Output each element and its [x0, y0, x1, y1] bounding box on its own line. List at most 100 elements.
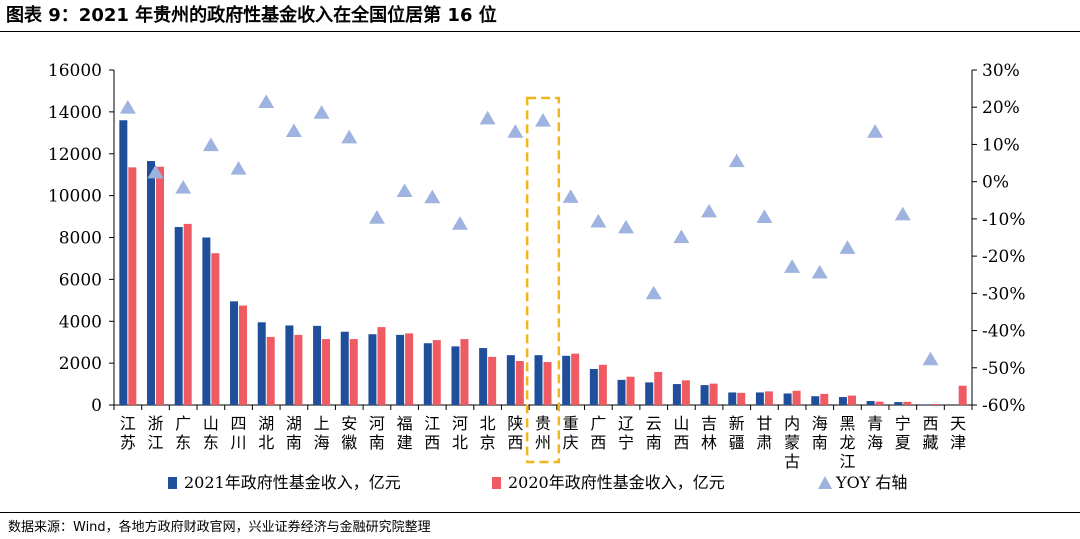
bar-2020 [820, 393, 829, 405]
category-label: 辽宁 [618, 414, 634, 452]
bar-2021 [866, 401, 875, 405]
yoy-point [368, 210, 385, 224]
bar-2020 [488, 356, 497, 405]
right-axis-tick-label: 10% [982, 135, 1020, 155]
right-axis-tick-label: -10% [982, 210, 1026, 230]
plot-area: 0 2000 4000 6000 8000 10000 12000 14000 16000 -60… [48, 61, 1026, 492]
yoy-point [728, 153, 745, 168]
bar-2021 [645, 382, 654, 405]
bar-2021 [921, 404, 930, 405]
category-label: 北京 [480, 414, 496, 452]
category-label: 河北 [452, 414, 468, 452]
yoy-point [894, 206, 911, 221]
bar-2020 [183, 223, 192, 405]
category-label: 河南 [369, 414, 385, 452]
yoy-point [756, 209, 773, 223]
legend-2020-swatch [492, 477, 501, 489]
category-label: 广西 [590, 414, 606, 452]
bar-2021 [811, 396, 820, 405]
legend-2020-label: 2020年政府性基金收入，亿元 [508, 473, 725, 492]
bar-2021 [202, 237, 211, 405]
bar-2020 [571, 353, 580, 405]
category-label: 浙江 [148, 414, 164, 452]
legend-2021-swatch [168, 477, 177, 489]
category-label: 山东 [203, 414, 219, 452]
bar-2020 [294, 334, 303, 405]
bar-2021 [423, 343, 432, 405]
bar-2021 [589, 368, 598, 405]
bar-2021 [672, 384, 681, 405]
bar-2021 [451, 346, 460, 405]
bar-2020 [460, 339, 469, 405]
bar-2020 [681, 380, 690, 405]
bar-2021 [506, 355, 515, 405]
bar-2021 [479, 348, 488, 405]
yoy-point [424, 189, 441, 204]
right-axis-tick-label: -30% [982, 284, 1026, 304]
bar-2020 [432, 340, 441, 405]
yoy-point [341, 129, 358, 144]
bar-2021 [174, 227, 183, 405]
bar-2020 [958, 385, 967, 405]
category-label: 黑龙江 [839, 414, 855, 471]
left-axis-tick-label: 16000 [48, 61, 102, 81]
yoy-point [285, 123, 302, 138]
yoy-point [451, 216, 468, 230]
bar-2020 [515, 361, 524, 405]
bar-2021 [396, 334, 405, 405]
yoy-point [922, 351, 939, 366]
bar-2020 [266, 336, 275, 405]
left-axis-tick-label: 12000 [48, 145, 102, 165]
category-label: 湖南 [286, 414, 302, 452]
bar-2020 [598, 364, 607, 405]
bar-2021 [700, 385, 709, 405]
bar-2020 [349, 339, 358, 405]
bar-2021 [119, 120, 128, 405]
yoy-point [867, 124, 884, 138]
bar-2021 [147, 161, 156, 405]
bar-2020 [128, 167, 137, 405]
yoy-point [645, 285, 662, 300]
bar-2021 [728, 392, 737, 405]
category-label: 宁夏 [895, 414, 911, 452]
yoy-point [562, 189, 579, 203]
bar-2020 [654, 371, 663, 405]
left-axis-tick-label: 6000 [59, 270, 102, 290]
left-axis-tick-label: 8000 [59, 229, 102, 249]
category-label: 云南 [646, 414, 662, 452]
bar-2021 [755, 392, 764, 405]
legend-yoy-label: YOY 右轴 [835, 473, 907, 492]
highlight-box [525, 96, 561, 464]
bar-2020 [875, 401, 884, 405]
right-axis-tick-label: -40% [982, 322, 1026, 342]
bar-2020 [847, 395, 856, 405]
category-label: 青海 [867, 414, 883, 452]
category-label: 广东 [175, 414, 191, 452]
right-axis-tick-label: 20% [982, 98, 1020, 118]
category-label: 新疆 [729, 414, 745, 452]
bar-2020 [543, 362, 552, 405]
page-title: 图表 9：2021 年贵州的政府性基金收入在全国位居第 16 位 [6, 5, 497, 26]
yoy-point [839, 240, 856, 254]
bar-2020 [737, 392, 746, 405]
bar-2020 [377, 327, 386, 405]
category-label: 上海 [314, 414, 330, 452]
bar-2021 [562, 355, 571, 405]
right-axis-tick-label: -20% [982, 247, 1026, 267]
yoy-point [147, 164, 164, 179]
yoy-point [701, 203, 718, 218]
bar-2021 [894, 402, 903, 405]
left-axis-tick-label: 2000 [59, 354, 102, 374]
category-label: 四川 [231, 414, 247, 452]
yoy-point [535, 112, 551, 127]
yoy-point [202, 137, 219, 152]
category-label: 江西 [424, 414, 440, 452]
bar-2020 [322, 339, 331, 405]
bar-2020 [930, 403, 939, 405]
category-label: 天津 [950, 414, 966, 452]
bar-2020 [764, 391, 773, 405]
bar-2021 [257, 322, 266, 405]
yoy-point [230, 161, 247, 175]
category-label: 重庆 [563, 414, 579, 452]
left-axis-tick-label: 10000 [48, 187, 102, 207]
